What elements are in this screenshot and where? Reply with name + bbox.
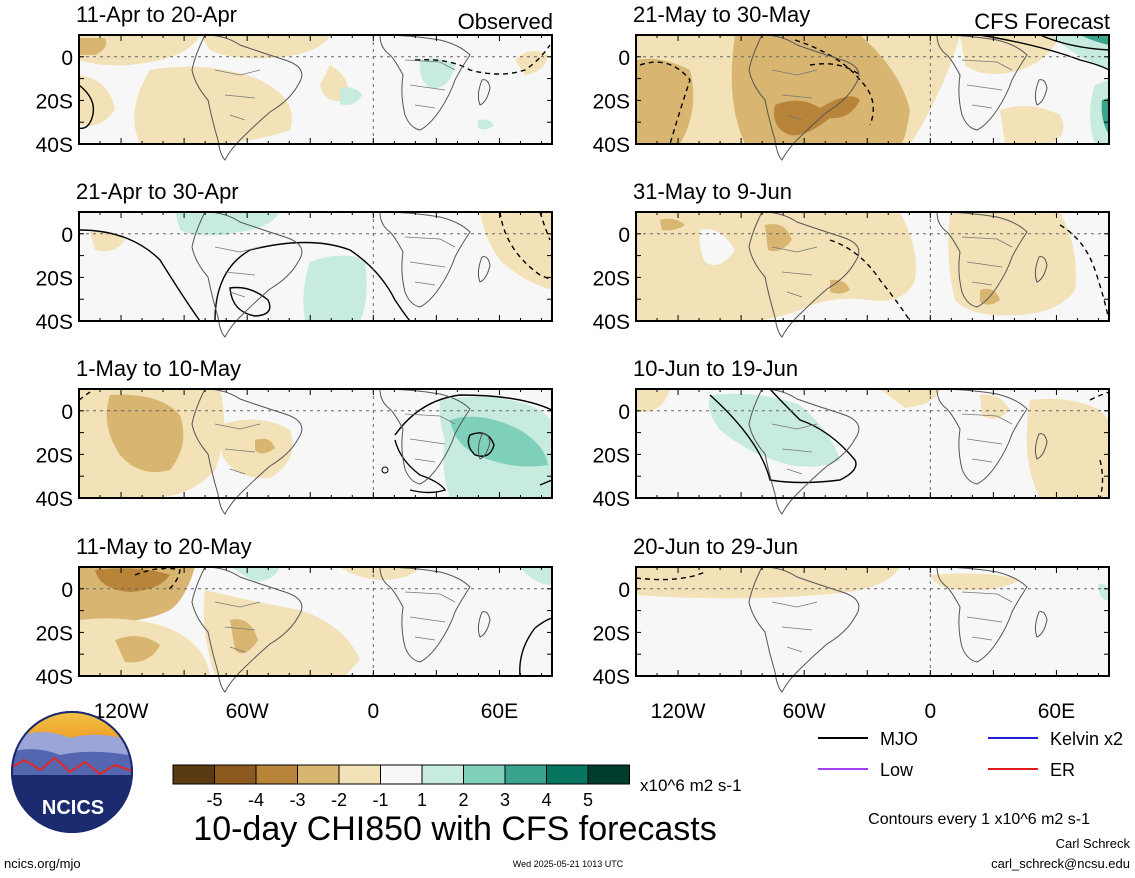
legend-label: ER bbox=[1050, 760, 1075, 780]
y-tick-label: 20S bbox=[593, 90, 630, 113]
panel-21apr bbox=[79, 212, 552, 321]
y-tick-label: 40S bbox=[36, 488, 73, 511]
colorbar-swatch bbox=[214, 764, 257, 785]
colorbar-swatch bbox=[255, 764, 298, 785]
y-tick-label: 0 bbox=[61, 401, 73, 424]
y-tick-label: 0 bbox=[618, 579, 630, 602]
timestamp: Wed 2025-05-21 1013 UTC bbox=[513, 859, 624, 869]
site-link[interactable]: ncics.org/mjo bbox=[4, 856, 81, 871]
x-tick-label: 120W bbox=[651, 700, 706, 723]
y-tick-label: 40S bbox=[593, 311, 630, 334]
panel-frame bbox=[635, 34, 1110, 145]
colorbar-label: -4 bbox=[248, 790, 264, 810]
legend-label: Kelvin x2 bbox=[1050, 729, 1123, 749]
y-tick-label: 0 bbox=[61, 224, 73, 247]
panel-11may bbox=[79, 567, 552, 676]
colorbar-label: 1 bbox=[417, 790, 427, 810]
y-tick-label: 20S bbox=[36, 267, 73, 290]
panel-title: 21-May to 30-May bbox=[633, 2, 810, 27]
x-tick-label: 0 bbox=[367, 700, 379, 723]
y-tick-label: 20S bbox=[36, 444, 73, 467]
panel-frame bbox=[635, 566, 1110, 677]
y-tick-label: 20S bbox=[36, 622, 73, 645]
colorbar-swatch bbox=[463, 764, 506, 785]
legend: MJO Kelvin x2 Low ER bbox=[818, 729, 1123, 780]
colorbar-swatch bbox=[421, 764, 464, 785]
panel-21may bbox=[636, 35, 1109, 144]
y-tick-label: 0 bbox=[61, 579, 73, 602]
chart-title: 10-day CHI850 with CFS forecasts bbox=[193, 810, 716, 848]
colorbar-label: -5 bbox=[206, 790, 222, 810]
x-tick-label: 60W bbox=[226, 700, 269, 723]
panel-1may bbox=[79, 389, 552, 498]
y-tick-label: 20S bbox=[36, 90, 73, 113]
y-tick-label: 40S bbox=[36, 311, 73, 334]
panel-title: 11-May to 20-May bbox=[76, 534, 252, 559]
logo-text: NCICS bbox=[42, 797, 104, 819]
colorbar-swatch bbox=[380, 764, 423, 785]
author: Carl Schreck bbox=[1056, 836, 1131, 851]
colorbar-label: 3 bbox=[500, 790, 510, 810]
y-tick-label: 0 bbox=[618, 47, 630, 70]
y-tick-label: 0 bbox=[618, 401, 630, 424]
panel-titles: 11-Apr to 20-Apr 21-Apr to 30-Apr 1-May to… bbox=[76, 2, 810, 559]
panel-10jun bbox=[636, 389, 1109, 498]
colorbar-label: 5 bbox=[583, 790, 593, 810]
panel-frame bbox=[78, 211, 553, 322]
contour-note: Contours every 1 x10^6 m2 s-1 bbox=[868, 811, 1090, 828]
panel-frames bbox=[78, 34, 1110, 677]
colorbar-label: 4 bbox=[541, 790, 551, 810]
y-tick-label: 20S bbox=[593, 267, 630, 290]
panel-title: 31-May to 9-Jun bbox=[633, 179, 792, 204]
legend-label: Low bbox=[880, 760, 914, 780]
colorbar-label: -2 bbox=[331, 790, 347, 810]
y-tick-label: 40S bbox=[36, 134, 73, 157]
colorbar-swatch bbox=[338, 764, 381, 785]
panel-20jun bbox=[636, 567, 1109, 676]
y-tick-label: 0 bbox=[61, 47, 73, 70]
panel-title: 11-Apr to 20-Apr bbox=[76, 2, 237, 27]
observed-label: Observed bbox=[458, 9, 553, 34]
panel-frame bbox=[78, 388, 553, 499]
y-tick-label: 40S bbox=[36, 666, 73, 689]
y-tick-label: 0 bbox=[618, 224, 630, 247]
colorbar-swatch bbox=[172, 764, 215, 785]
y-tick-label: 40S bbox=[593, 666, 630, 689]
panel-frame bbox=[635, 388, 1110, 499]
panel-frame bbox=[78, 566, 553, 677]
panel-frame bbox=[635, 211, 1110, 322]
ncics-logo: NCICS bbox=[11, 711, 133, 833]
panel-31may bbox=[636, 212, 1109, 321]
y-tick-label: 40S bbox=[593, 488, 630, 511]
legend-label: MJO bbox=[880, 729, 918, 749]
panel-title: 21-Apr to 30-Apr bbox=[76, 179, 239, 204]
panel-title: 10-Jun to 19-Jun bbox=[633, 356, 798, 381]
axis-labels: 0 20S 40S 0 20S 40S 0 20S 40S 0 20S 40S 0 20S 40S 0 20S 4… bbox=[36, 47, 1076, 723]
x-tick-label: 0 bbox=[924, 700, 936, 723]
y-tick-label: 20S bbox=[593, 444, 630, 467]
colorbar: -5 -4 -3 -2 -1 1 2 3 4 5 bbox=[172, 764, 630, 810]
colorbar-label: -1 bbox=[372, 790, 388, 810]
colorbar-swatch bbox=[587, 764, 630, 785]
colorbar-swatch bbox=[546, 764, 589, 785]
x-tick-label: 60W bbox=[783, 700, 826, 723]
forecast-label: CFS Forecast bbox=[974, 9, 1110, 34]
y-tick-label: 20S bbox=[593, 622, 630, 645]
panel-title: 1-May to 10-May bbox=[76, 356, 241, 381]
colorbar-label: 2 bbox=[458, 790, 468, 810]
colorbar-label: -3 bbox=[289, 790, 305, 810]
panel-frame bbox=[78, 34, 553, 145]
x-tick-label: 60E bbox=[1038, 700, 1075, 723]
colorbar-swatch bbox=[297, 764, 340, 785]
email: carl_schreck@ncsu.edu bbox=[991, 856, 1130, 871]
y-tick-label: 40S bbox=[593, 134, 630, 157]
panel-11apr bbox=[79, 35, 552, 144]
units-label: x10^6 m2 s-1 bbox=[640, 776, 742, 795]
colorbar-swatch bbox=[504, 764, 547, 785]
panel-title: 20-Jun to 29-Jun bbox=[633, 534, 798, 559]
x-tick-label: 60E bbox=[481, 700, 518, 723]
x-tick-label: 120W bbox=[94, 700, 149, 723]
